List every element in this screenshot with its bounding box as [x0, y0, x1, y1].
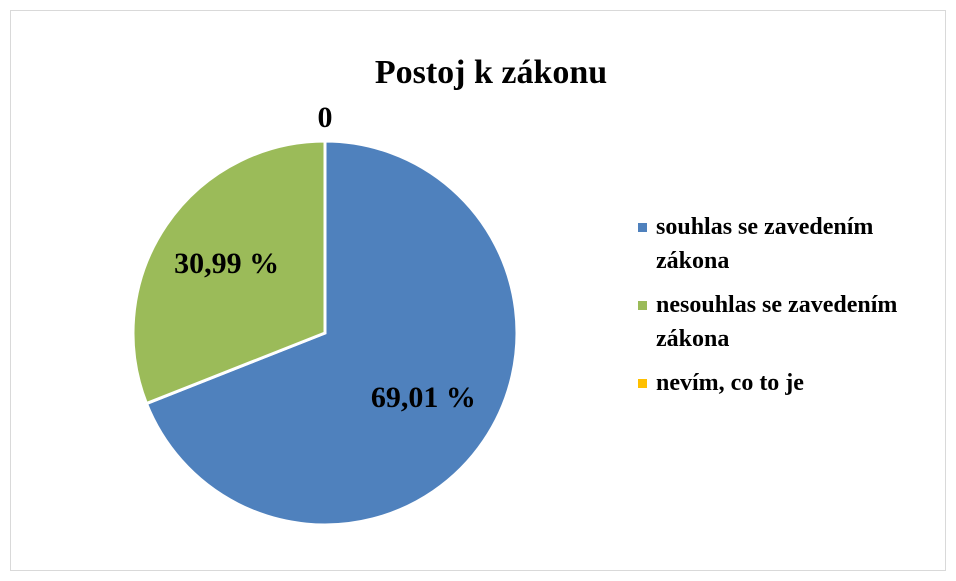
legend-label: souhlas se zavedením zákona [656, 214, 874, 274]
data-label: 69,01 % [371, 381, 476, 414]
legend-swatch [638, 301, 647, 310]
chart-frame [10, 10, 946, 571]
legend-item: souhlas se zavedením zákona [638, 210, 908, 278]
legend-label: nevím, co to je [656, 370, 804, 396]
data-label: 30,99 % [174, 247, 279, 280]
chart-title: Postoj k zákonu [375, 54, 607, 91]
legend-label: nesouhlas se zavedením zákona [656, 292, 898, 352]
pie-slice [144, 139, 519, 527]
data-label: 0 [318, 101, 333, 134]
legend-swatch [638, 379, 647, 388]
legend-item: nevím, co to je [638, 366, 908, 400]
pie-slice [131, 139, 327, 406]
legend-item: nesouhlas se zavedením zákona [638, 288, 908, 356]
legend-swatch [638, 223, 647, 232]
legend: souhlas se zavedením zákona nesouhlas se … [638, 210, 908, 410]
